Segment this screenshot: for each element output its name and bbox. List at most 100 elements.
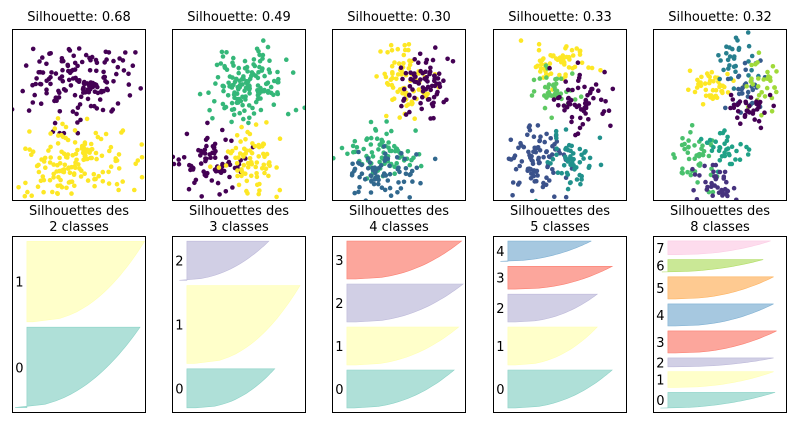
- scatter-point: [587, 155, 593, 161]
- scatter-point: [716, 53, 721, 58]
- scatter-point: [262, 170, 267, 176]
- scatter-point: [68, 83, 74, 88]
- scatter-point: [719, 189, 725, 194]
- axes-frame: [12, 29, 146, 201]
- scatter-point: [544, 75, 549, 80]
- scatter-point: [275, 90, 280, 95]
- scatter-point: [548, 136, 553, 141]
- scatter-point: [396, 165, 401, 170]
- scatter-point: [240, 102, 245, 108]
- scatter-point: [212, 141, 218, 147]
- scatter-point: [247, 91, 252, 96]
- silhouette-title-line1: Silhouettes des: [189, 204, 289, 219]
- scatter-point: [566, 65, 572, 70]
- scatter-point: [226, 80, 231, 86]
- scatter-point: [387, 171, 393, 177]
- scatter-point: [717, 130, 723, 136]
- scatter-point: [742, 114, 748, 119]
- silhouette-title-line2: 2 classes: [49, 220, 109, 235]
- scatter-points: [506, 38, 616, 201]
- scatter-point: [72, 183, 77, 189]
- scatter-point: [577, 52, 583, 57]
- silhouette-band: [667, 276, 774, 300]
- scatter-point: [36, 169, 42, 175]
- scatter-point: [402, 156, 408, 162]
- scatter-point: [734, 148, 739, 154]
- scatter-point: [256, 191, 262, 197]
- scatter-point: [551, 170, 556, 175]
- scatter-point: [244, 178, 250, 184]
- cluster-label: 1: [175, 319, 183, 334]
- scatter-point: [120, 179, 125, 184]
- scatter-point: [92, 176, 97, 182]
- scatter-point: [172, 161, 177, 167]
- scatter-point: [511, 155, 517, 161]
- scatter-point: [212, 155, 218, 160]
- scatter-point: [713, 139, 718, 144]
- scatter-point: [598, 68, 603, 73]
- scatter-title: Silhouette: 0.33: [508, 10, 612, 25]
- scatter-point: [737, 157, 743, 162]
- scatter-point: [686, 87, 691, 93]
- scatter-point: [82, 141, 88, 147]
- scatter-point: [90, 81, 96, 87]
- scatter-point: [115, 101, 121, 106]
- scatter-point: [48, 144, 53, 150]
- scatter-point: [747, 103, 752, 109]
- scatter-point: [212, 99, 217, 104]
- scatter-point: [223, 104, 229, 110]
- scatter-point: [570, 71, 575, 76]
- scatter-point: [586, 165, 592, 170]
- scatter-point: [52, 120, 58, 126]
- scatter-title: Silhouette: 0.32: [668, 10, 772, 25]
- cluster-label: 1: [496, 340, 504, 355]
- scatter-point: [57, 109, 63, 114]
- silhouette-title-line1: Silhouettes des: [29, 204, 129, 219]
- scatter-point: [39, 157, 44, 162]
- scatter-panel-1: Silhouette: 0.68: [12, 10, 146, 201]
- scatter-point: [229, 119, 234, 125]
- scatter-point: [682, 146, 687, 152]
- scatter-point: [547, 178, 552, 183]
- scatter-point: [403, 112, 409, 117]
- scatter-point: [394, 76, 399, 82]
- scatter-point: [257, 181, 262, 187]
- scatter-point: [104, 57, 109, 62]
- scatter-point: [686, 156, 692, 162]
- scatter-point: [133, 161, 138, 167]
- scatter-point: [384, 119, 389, 124]
- silhouette-band: [346, 283, 464, 323]
- axes-frame: [12, 236, 146, 413]
- scatter-point: [389, 128, 394, 134]
- scatter-point: [588, 89, 593, 95]
- scatter-point: [399, 103, 404, 109]
- scatter-point: [42, 155, 48, 161]
- scatter-point: [290, 70, 296, 75]
- scatter-point: [57, 155, 62, 161]
- scatter-point: [563, 147, 568, 152]
- scatter-point: [734, 197, 739, 201]
- scatter-point: [569, 47, 575, 53]
- scatter-point: [41, 177, 47, 183]
- scatter-point: [756, 76, 761, 81]
- scatter-point: [81, 148, 87, 153]
- scatter-point: [407, 93, 412, 98]
- scatter-point: [686, 138, 691, 143]
- scatter-point: [441, 78, 446, 83]
- scatter-point: [227, 174, 232, 180]
- scatter-point: [37, 81, 43, 87]
- scatter-point: [114, 71, 119, 77]
- scatter-point: [563, 79, 568, 84]
- scatter-point: [561, 163, 567, 168]
- scatter-point: [237, 110, 242, 116]
- scatter-point: [392, 164, 397, 169]
- scatter-point: [79, 59, 85, 65]
- scatter-point: [750, 111, 756, 116]
- scatter-point: [37, 59, 42, 64]
- scatter-point: [578, 181, 583, 187]
- scatter-point: [544, 131, 549, 137]
- scatter-point: [710, 193, 715, 198]
- scatter-point: [574, 177, 580, 182]
- scatter-point: [572, 102, 578, 108]
